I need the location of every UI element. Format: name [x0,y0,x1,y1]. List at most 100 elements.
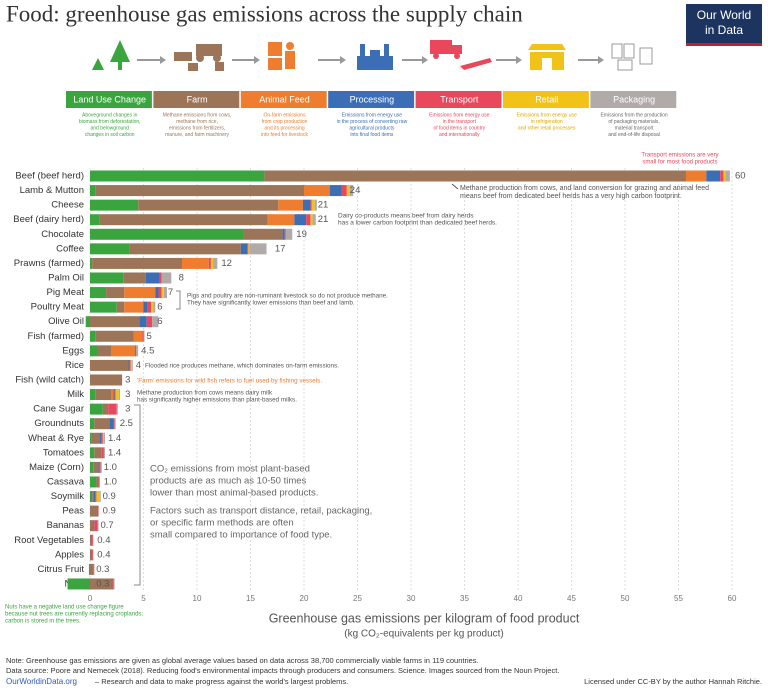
bar-segment [90,243,130,255]
annotation: Methane production from cows, and land c… [460,185,709,192]
bar-segment [285,228,293,240]
total-label: 4 [136,360,141,371]
category-label: Wheat & Rye [28,433,84,444]
category-label: Rice [65,360,84,371]
bar-segment [99,432,102,444]
bar-segment [341,185,347,197]
total-label: 0.9 [103,491,116,502]
logo-stripe [686,43,762,46]
x-tick-label: 50 [621,594,630,603]
bar-segment [310,199,312,211]
bar-segment [685,170,707,182]
bar-segment [101,432,103,444]
bar-segment [90,505,98,517]
legend-label: Processing [350,94,395,104]
bar-segment [116,403,118,415]
bar-segment [90,301,117,313]
total-label: 1.4 [108,433,121,444]
bar-segment [97,345,112,357]
bar-segment [130,359,132,371]
icons [92,40,653,71]
bar-segment [113,418,115,430]
bar-segment [90,345,98,357]
logo-text: in Data [705,23,743,37]
bar-segment [124,287,156,299]
stage-description: methane from rice, [176,119,218,125]
bar-segment [267,214,295,226]
stage-description: Methane emissions from cows, [163,112,232,118]
stage-description: Aboveground changes in [82,112,138,118]
legend-box [153,91,240,108]
stage-description: in the process of converting raw [337,119,408,125]
bar-segment [152,316,159,328]
bar-segment [93,520,95,532]
bar-segment [103,447,105,459]
annotation: small for most food products [642,160,717,166]
bar-segment [311,199,315,211]
total-label: 6 [157,316,162,327]
x-tick-label: 55 [674,594,683,603]
bar-segment [90,287,107,299]
total-label: 2.5 [120,418,133,429]
bar-segment [92,491,94,503]
stage-description: and its processing [264,125,305,131]
x-tick-label: 35 [460,594,469,603]
bar-segment [90,549,93,561]
bar-segment [103,432,105,444]
bar-segment [90,520,94,532]
bar-segment [145,272,160,284]
stage-description: in the transport [443,119,477,125]
total-label: 6 [157,302,162,313]
legend-box [590,91,677,108]
bar-segment [92,534,94,546]
bar-segment [133,330,143,342]
footer-site[interactable]: OurWorldinData.org [6,677,77,686]
stage-description: agricultural products [349,125,395,131]
bar-segment [136,345,139,357]
legend-box [503,91,589,108]
stage-description: and belowground [91,125,130,131]
total-label: 3 [125,389,130,400]
bar-segment [90,257,93,269]
legend-label: Animal Feed [259,94,310,104]
bar-segment [131,359,133,371]
stage-description: Emissions from energy use [517,112,578,118]
bar-segment [243,228,283,240]
bar-segment [123,272,146,284]
bar-segment [96,491,100,503]
total-label: 4.5 [141,345,154,356]
bar-segment [113,578,115,590]
bar-segment [155,287,159,299]
bar-segment [97,520,99,532]
bar-segment [99,491,101,503]
bar-segment [153,301,156,313]
logo-box [686,4,762,46]
stage-description: and other retail processes [518,125,576,131]
stage-description: material transport [615,125,655,131]
annotation: Methane production from cows means dairy… [137,390,273,397]
bar-segment [213,257,218,269]
total-label: 0.3 [96,578,109,589]
total-label: 0.4 [97,535,110,546]
annotation: because nut trees are currently replacin… [5,612,143,618]
stage-description: in refrigeration [531,119,563,125]
annotation: has significantly higher emissions than … [137,397,297,404]
bar-segment [90,214,100,226]
bar-segment [346,185,351,197]
bar-segment [99,461,101,473]
annotation: Pigs and poultry are non-ruminant livest… [187,293,388,300]
bar-segment [98,476,100,488]
x-tick-label: 10 [193,594,202,603]
category-label: Bananas [46,520,84,531]
bar-segment [90,418,95,430]
category-label: Milk [67,389,84,400]
bar-segment [723,170,726,182]
bar-segment [158,287,162,299]
category-label: Chocolate [41,229,84,240]
bar-segment [282,228,285,240]
stage-description: into final food items [350,132,394,138]
bar-segment [121,374,123,386]
bar-segment [278,199,303,211]
legend-label: Retail [535,94,558,104]
